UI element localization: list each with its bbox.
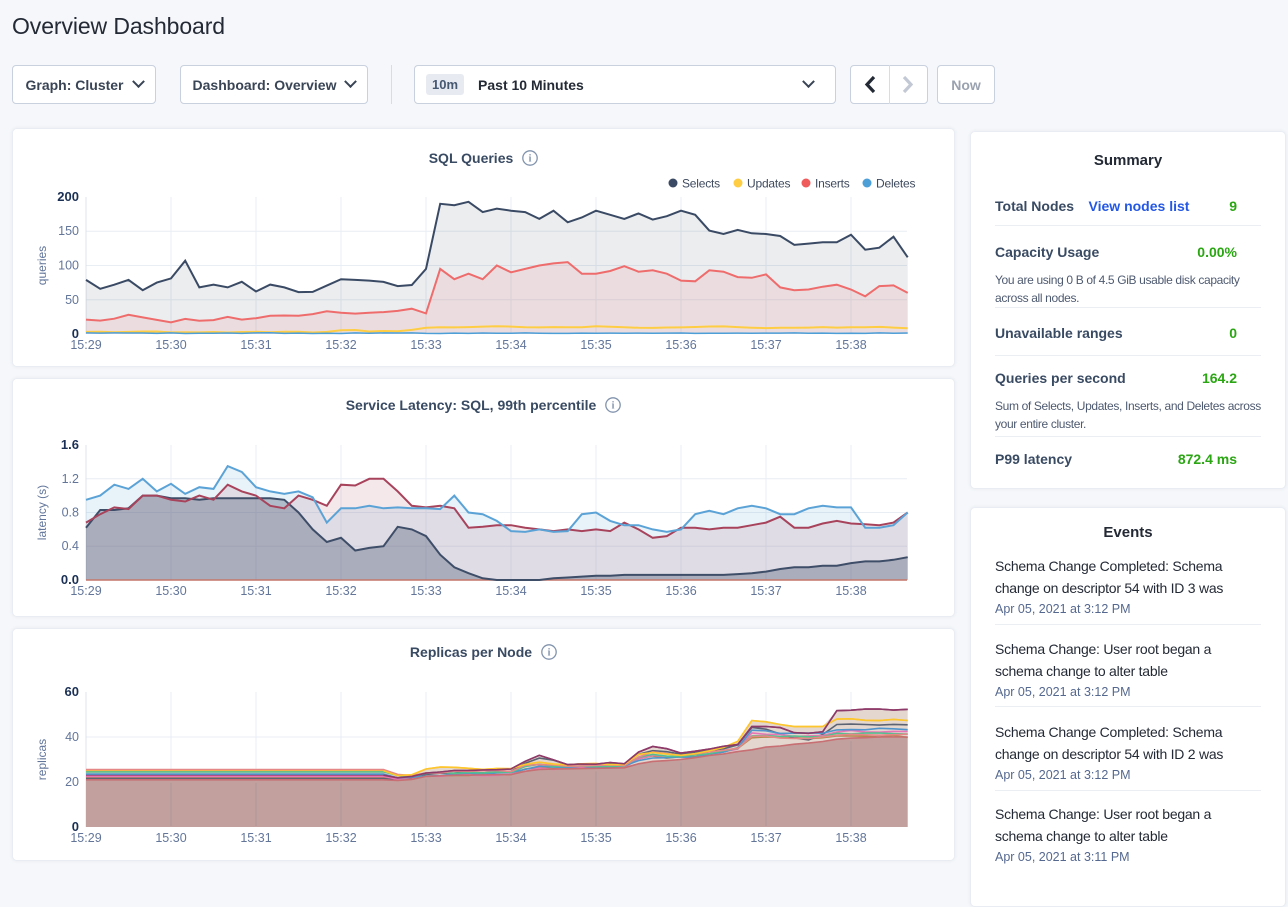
- svg-text:15:32: 15:32: [325, 831, 356, 845]
- svg-text:15:36: 15:36: [665, 831, 696, 845]
- svg-text:i: i: [612, 401, 615, 412]
- svg-text:150: 150: [58, 224, 79, 238]
- svg-text:50: 50: [65, 293, 79, 307]
- svg-text:15:36: 15:36: [665, 338, 696, 352]
- svg-text:latency (s): latency (s): [35, 485, 49, 540]
- svg-text:Selects: Selects: [682, 177, 720, 191]
- svg-text:15:29: 15:29: [70, 831, 101, 845]
- svg-text:20: 20: [65, 775, 79, 789]
- svg-text:replicas: replicas: [35, 739, 49, 780]
- svg-text:60: 60: [65, 684, 79, 699]
- svg-text:15:34: 15:34: [495, 584, 526, 598]
- svg-text:15:31: 15:31: [240, 831, 271, 845]
- svg-text:0: 0: [72, 819, 79, 834]
- svg-text:0.0: 0.0: [61, 572, 79, 587]
- svg-text:15:34: 15:34: [495, 831, 526, 845]
- svg-text:Deletes: Deletes: [876, 177, 915, 191]
- svg-text:0.4: 0.4: [62, 539, 79, 553]
- svg-text:Inserts: Inserts: [815, 177, 850, 191]
- svg-text:40: 40: [65, 730, 79, 744]
- svg-text:15:31: 15:31: [240, 338, 271, 352]
- svg-text:15:30: 15:30: [155, 831, 186, 845]
- svg-text:0.8: 0.8: [62, 506, 79, 520]
- svg-text:15:36: 15:36: [665, 584, 696, 598]
- svg-text:15:38: 15:38: [835, 584, 866, 598]
- svg-text:200: 200: [57, 189, 79, 204]
- svg-text:15:37: 15:37: [750, 831, 781, 845]
- svg-text:15:37: 15:37: [750, 338, 781, 352]
- svg-text:i: i: [548, 648, 551, 659]
- svg-text:15:38: 15:38: [835, 338, 866, 352]
- svg-text:15:35: 15:35: [580, 831, 611, 845]
- svg-text:1.2: 1.2: [62, 472, 79, 486]
- svg-text:15:35: 15:35: [580, 584, 611, 598]
- svg-text:15:31: 15:31: [240, 584, 271, 598]
- svg-text:15:32: 15:32: [325, 584, 356, 598]
- svg-text:15:37: 15:37: [750, 584, 781, 598]
- svg-text:15:33: 15:33: [410, 831, 441, 845]
- svg-text:15:30: 15:30: [155, 338, 186, 352]
- svg-text:15:34: 15:34: [495, 338, 526, 352]
- svg-text:1.6: 1.6: [61, 437, 79, 452]
- svg-text:0: 0: [72, 326, 79, 341]
- svg-text:Updates: Updates: [747, 177, 790, 191]
- svg-text:15:33: 15:33: [410, 338, 441, 352]
- svg-text:15:33: 15:33: [410, 584, 441, 598]
- svg-text:15:30: 15:30: [155, 584, 186, 598]
- svg-text:i: i: [529, 154, 532, 165]
- svg-text:15:29: 15:29: [70, 584, 101, 598]
- svg-text:100: 100: [58, 259, 79, 273]
- svg-text:15:38: 15:38: [835, 831, 866, 845]
- svg-text:15:35: 15:35: [580, 338, 611, 352]
- svg-text:queries: queries: [35, 246, 49, 285]
- svg-text:15:32: 15:32: [325, 338, 356, 352]
- svg-text:15:29: 15:29: [70, 338, 101, 352]
